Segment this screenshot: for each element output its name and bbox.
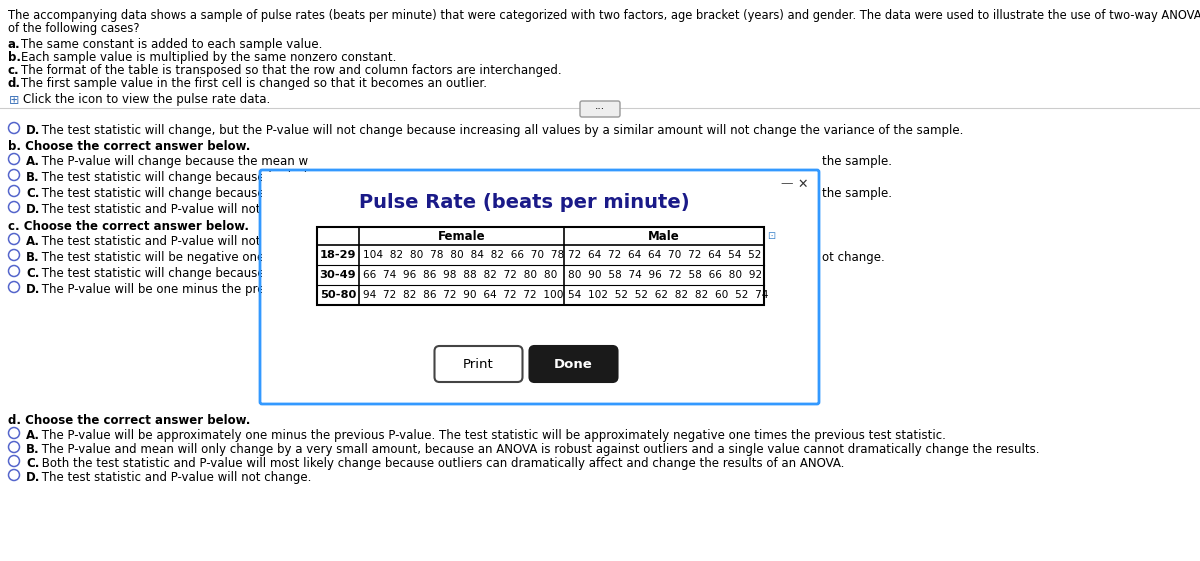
Text: The first sample value in the first cell is changed so that it becomes an outlie: The first sample value in the first cell… bbox=[22, 77, 487, 90]
Text: C.: C. bbox=[26, 267, 40, 280]
FancyBboxPatch shape bbox=[434, 346, 522, 382]
Text: The accompanying data shows a sample of pulse rates (beats per minute) that were: The accompanying data shows a sample of … bbox=[8, 9, 1200, 22]
Text: 54  102  52  52  62  82  82  60  52  74: 54 102 52 52 62 82 82 60 52 74 bbox=[568, 290, 768, 300]
Text: ✕: ✕ bbox=[798, 177, 809, 191]
Text: Each sample value is multiplied by the same nonzero constant.: Each sample value is multiplied by the s… bbox=[22, 51, 396, 64]
Text: The test statistic will change because the mea: The test statistic will change because t… bbox=[38, 187, 318, 200]
Text: 18-29: 18-29 bbox=[319, 250, 356, 260]
Text: Print: Print bbox=[463, 357, 494, 370]
Text: Click the icon to view the pulse rate data.: Click the icon to view the pulse rate da… bbox=[23, 93, 270, 106]
Text: The P-value will be approximately one minus the previous P-value. The test stati: The P-value will be approximately one mi… bbox=[38, 429, 946, 442]
Text: The test statistic will change because both the: The test statistic will change because b… bbox=[38, 267, 318, 280]
Text: b.: b. bbox=[8, 51, 22, 64]
Text: ot change.: ot change. bbox=[822, 251, 884, 264]
Text: Female: Female bbox=[438, 229, 485, 242]
Text: The test statistic will change, but the P-value will not change because increasi: The test statistic will change, but the … bbox=[38, 124, 964, 137]
Text: Done: Done bbox=[554, 357, 593, 370]
Text: The P-value will be one minus the previous P: The P-value will be one minus the previo… bbox=[38, 283, 306, 296]
Text: B.: B. bbox=[26, 251, 40, 264]
Text: C.: C. bbox=[26, 457, 40, 470]
Text: ⊡: ⊡ bbox=[767, 231, 775, 241]
Text: The test statistic will be negative one times th: The test statistic will be negative one … bbox=[38, 251, 317, 264]
Text: 72  64  72  64  64  70  72  64  54  52: 72 64 72 64 64 70 72 64 54 52 bbox=[568, 250, 761, 260]
Text: The test statistic and P-value will not change.: The test statistic and P-value will not … bbox=[38, 471, 311, 484]
Text: C.: C. bbox=[26, 187, 40, 200]
Bar bbox=[317, 227, 764, 305]
Text: 50-80: 50-80 bbox=[320, 290, 356, 300]
Text: The test statistic and P-value will not change.: The test statistic and P-value will not … bbox=[38, 235, 311, 248]
Text: D.: D. bbox=[26, 283, 41, 296]
Text: ⊞: ⊞ bbox=[10, 94, 19, 107]
Text: the sample.: the sample. bbox=[822, 187, 892, 200]
Text: d. Choose the correct answer below.: d. Choose the correct answer below. bbox=[8, 414, 251, 427]
Text: 30-49: 30-49 bbox=[319, 270, 356, 280]
Bar bbox=[262, 172, 817, 402]
Text: D.: D. bbox=[26, 471, 41, 484]
Text: 80  90  58  74  96  72  58  66  80  92: 80 90 58 74 96 72 58 66 80 92 bbox=[568, 270, 762, 280]
Text: c.: c. bbox=[8, 64, 19, 77]
Text: A.: A. bbox=[26, 429, 40, 442]
Text: 66  74  96  86  98  88  82  72  80  80: 66 74 96 86 98 88 82 72 80 80 bbox=[364, 270, 557, 280]
Text: A.: A. bbox=[26, 235, 40, 248]
Text: The format of the table is transposed so that the row and column factors are int: The format of the table is transposed so… bbox=[22, 64, 562, 77]
Text: B.: B. bbox=[26, 443, 40, 456]
Text: The P-value will change because the mean w: The P-value will change because the mean… bbox=[38, 155, 308, 168]
Text: B.: B. bbox=[26, 171, 40, 184]
Text: the sample.: the sample. bbox=[822, 155, 892, 168]
Text: d.: d. bbox=[8, 77, 22, 90]
Text: 94  72  82  86  72  90  64  72  72  100: 94 72 82 86 72 90 64 72 72 100 bbox=[364, 290, 564, 300]
FancyBboxPatch shape bbox=[529, 346, 618, 382]
Text: Male: Male bbox=[648, 229, 680, 242]
Text: b. Choose the correct answer below.: b. Choose the correct answer below. bbox=[8, 140, 251, 153]
Text: —: — bbox=[781, 177, 793, 191]
Text: A.: A. bbox=[26, 155, 40, 168]
FancyBboxPatch shape bbox=[580, 101, 620, 117]
Text: Pulse Rate (beats per minute): Pulse Rate (beats per minute) bbox=[359, 192, 690, 211]
Text: The test statistic and P-value will not change.: The test statistic and P-value will not … bbox=[38, 203, 311, 216]
Text: The test statistic will change because both the: The test statistic will change because b… bbox=[38, 171, 318, 184]
Text: c. Choose the correct answer below.: c. Choose the correct answer below. bbox=[8, 220, 250, 233]
Text: D.: D. bbox=[26, 203, 41, 216]
Text: D.: D. bbox=[26, 124, 41, 137]
Text: The P-value and mean will only change by a very small amount, because an ANOVA i: The P-value and mean will only change by… bbox=[38, 443, 1039, 456]
Text: Both the test statistic and P-value will most likely change because outliers can: Both the test statistic and P-value will… bbox=[38, 457, 845, 470]
Text: ···: ··· bbox=[595, 104, 605, 114]
Text: of the following cases?: of the following cases? bbox=[8, 22, 139, 35]
Text: The same constant is added to each sample value.: The same constant is added to each sampl… bbox=[22, 38, 323, 51]
Text: a.: a. bbox=[8, 38, 20, 51]
Text: 104  82  80  78  80  84  82  66  70  78: 104 82 80 78 80 84 82 66 70 78 bbox=[364, 250, 564, 260]
